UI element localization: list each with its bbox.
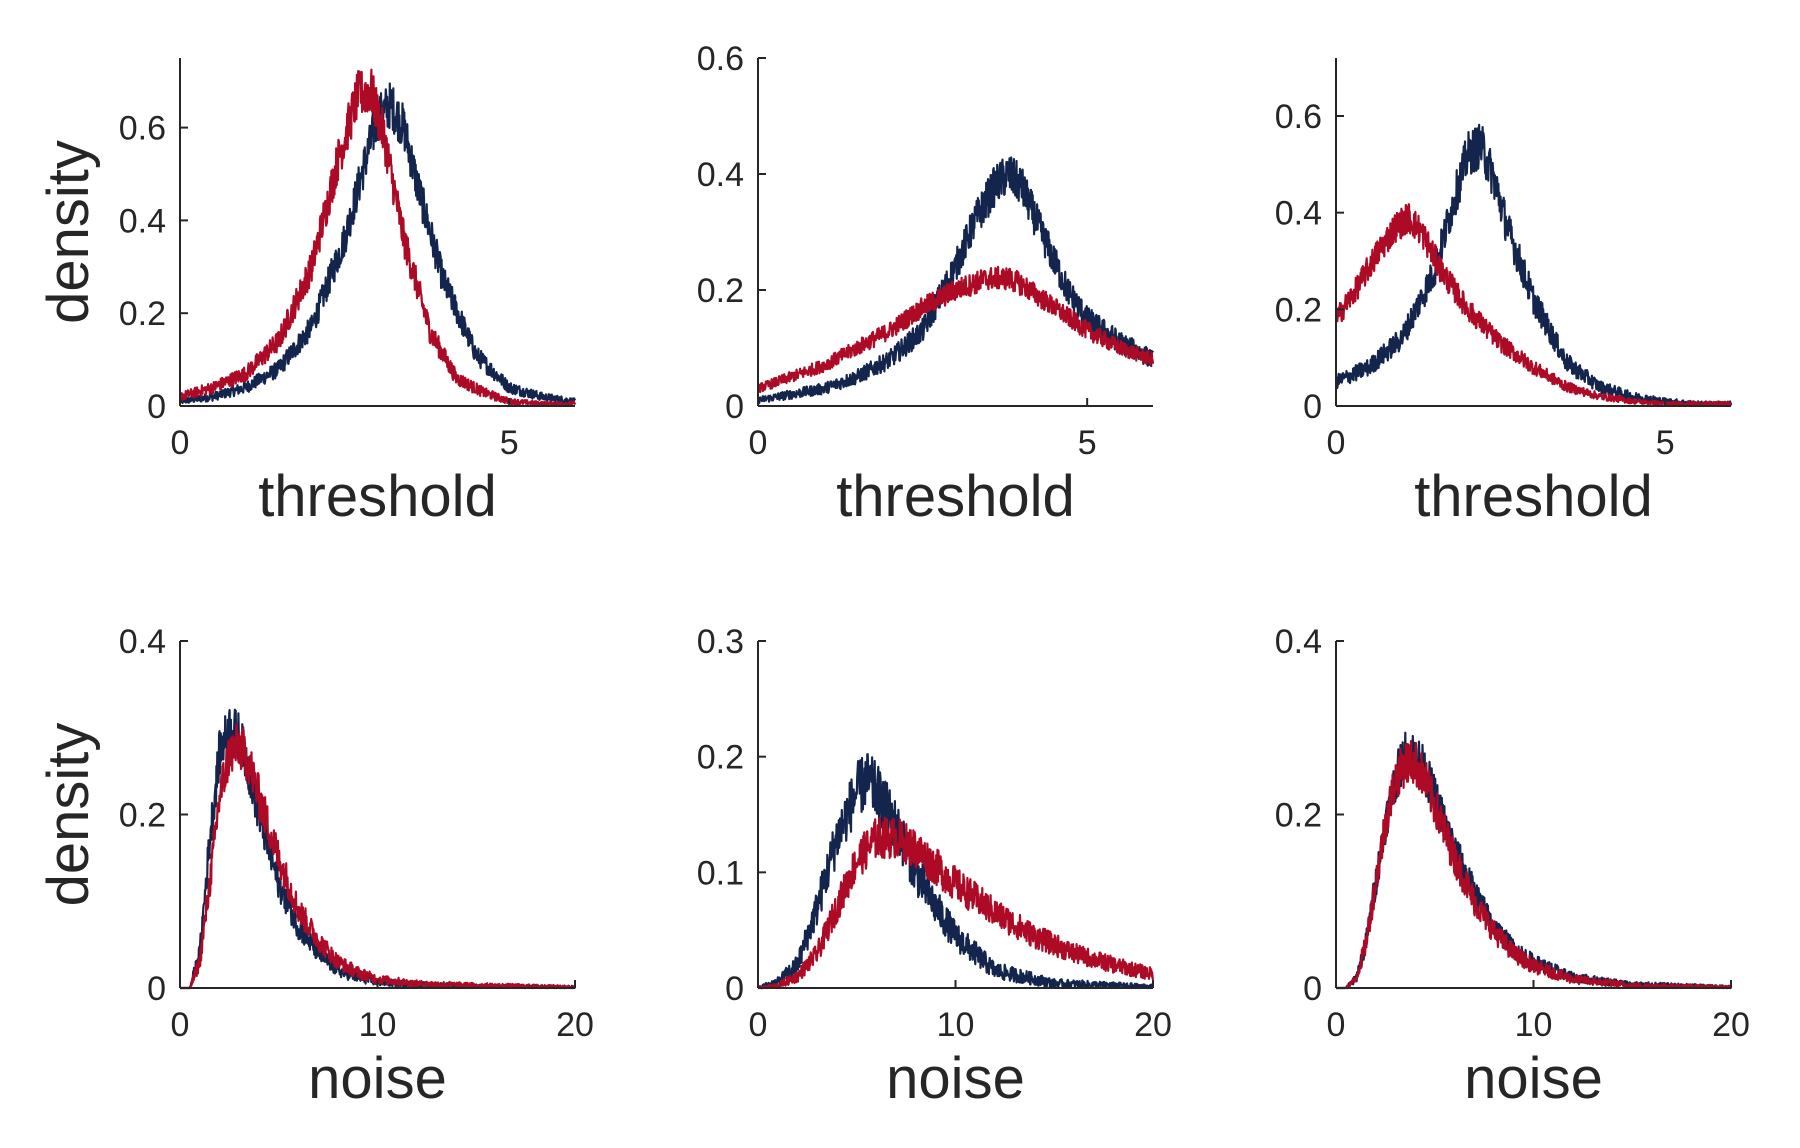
x-tick-label: 5 bbox=[500, 424, 519, 462]
y-axis-label: density bbox=[36, 140, 101, 324]
x-axis-label: noise bbox=[886, 1046, 1025, 1111]
x-tick-label: 10 bbox=[359, 1006, 397, 1044]
y-tick-label: 0.2 bbox=[1275, 797, 1322, 835]
x-tick-label: 0 bbox=[749, 424, 768, 462]
y-tick-label: 0 bbox=[147, 970, 166, 1008]
y-tick-label: 0.2 bbox=[119, 797, 166, 835]
y-tick-label: 0.4 bbox=[119, 623, 166, 661]
x-tick-label: 20 bbox=[1712, 1006, 1750, 1044]
y-tick-label: 0.4 bbox=[697, 156, 744, 194]
y-tick-label: 0 bbox=[147, 388, 166, 426]
panel-5: 0 0.1 0.2 0.3 0 10 20 noise bbox=[697, 623, 1172, 1111]
y-tick-label: 0.6 bbox=[1275, 98, 1322, 136]
y-tick-label: 0.6 bbox=[697, 40, 744, 78]
y-tick-label: 0.4 bbox=[119, 202, 166, 240]
y-tick-label: 0.2 bbox=[1275, 291, 1322, 329]
y-tick-label: 0.1 bbox=[697, 854, 744, 892]
x-axis-label: threshold bbox=[836, 464, 1075, 529]
y-tick-label: 0.6 bbox=[119, 110, 166, 148]
x-tick-label: 20 bbox=[556, 1006, 594, 1044]
y-tick-label: 0 bbox=[725, 388, 744, 426]
x-tick-label: 0 bbox=[171, 424, 190, 462]
y-tick-label: 0.4 bbox=[1275, 195, 1322, 233]
x-tick-label: 10 bbox=[937, 1006, 975, 1044]
panel-4: 0 0.2 0.4 0 10 20 noise density bbox=[36, 623, 594, 1111]
series-line-red bbox=[179, 722, 576, 990]
x-axis-label: noise bbox=[1464, 1046, 1603, 1111]
series-line-red bbox=[757, 816, 1155, 990]
y-tick-label: 0.3 bbox=[697, 623, 744, 661]
y-tick-label: 0.4 bbox=[1275, 623, 1322, 661]
y-tick-label: 0 bbox=[1303, 970, 1322, 1008]
y-tick-label: 0.2 bbox=[119, 295, 166, 333]
series-line-red bbox=[178, 68, 577, 407]
x-axis-label: noise bbox=[308, 1046, 447, 1111]
series-line-red bbox=[756, 265, 1155, 394]
x-tick-label: 5 bbox=[1078, 424, 1097, 462]
x-tick-label: 20 bbox=[1134, 1006, 1172, 1044]
x-tick-label: 5 bbox=[1656, 424, 1675, 462]
y-axis-label: density bbox=[36, 723, 101, 907]
x-tick-label: 0 bbox=[749, 1006, 768, 1044]
x-tick-label: 10 bbox=[1515, 1006, 1553, 1044]
x-tick-label: 0 bbox=[1327, 424, 1346, 462]
y-tick-label: 0 bbox=[725, 970, 744, 1008]
series-line-red bbox=[1335, 739, 1733, 990]
series-line-navy bbox=[757, 156, 1155, 405]
x-tick-label: 0 bbox=[1327, 1006, 1346, 1044]
y-tick-label: 0.2 bbox=[697, 272, 744, 310]
y-tick-label: 0 bbox=[1303, 388, 1322, 426]
x-tick-label: 0 bbox=[171, 1006, 190, 1044]
y-tick-label: 0.2 bbox=[697, 739, 744, 777]
x-axis-label: threshold bbox=[1414, 464, 1653, 529]
series-line-navy bbox=[1334, 123, 1733, 407]
panel-6: 0 0.2 0.4 0 10 20 noise bbox=[1275, 623, 1750, 1111]
series-line-navy bbox=[757, 753, 1155, 990]
x-axis-label: threshold bbox=[258, 464, 497, 529]
